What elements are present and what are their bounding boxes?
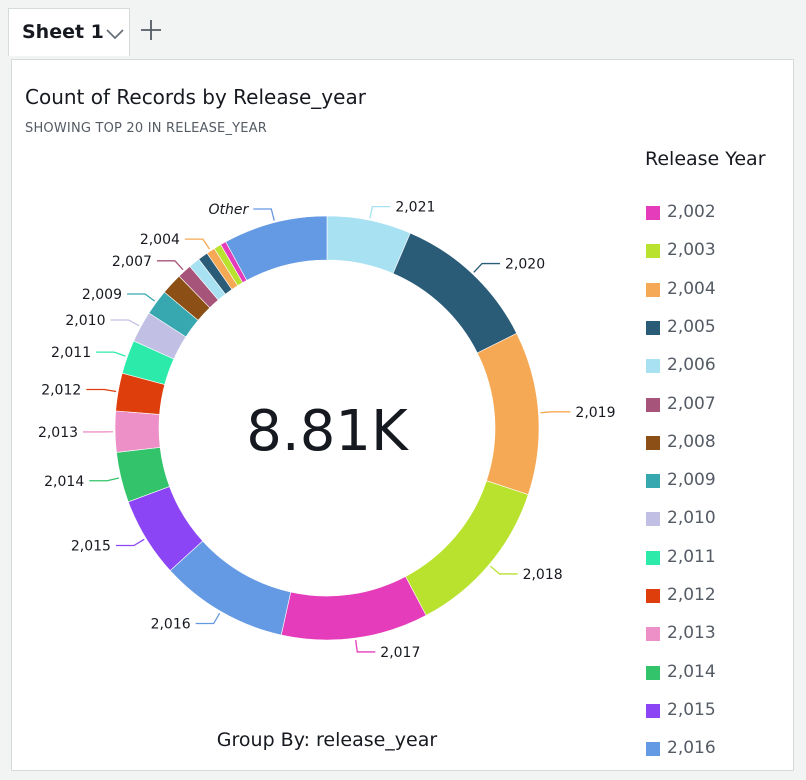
leader-line: [369, 205, 391, 219]
leader-line: [489, 565, 518, 575]
legend-swatch: [646, 206, 660, 220]
legend-item[interactable]: 2,007: [645, 394, 785, 420]
chevron-down-icon[interactable]: [104, 23, 126, 45]
slice-label: 2,012: [41, 382, 81, 398]
donut-slice-2018[interactable]: [405, 480, 529, 616]
leader-line: [89, 477, 120, 482]
legend-label: 2,002: [667, 202, 716, 222]
legend-item[interactable]: 2,012: [645, 585, 785, 611]
legend-item[interactable]: 2,009: [645, 470, 785, 496]
leader-line: [184, 238, 211, 250]
legend-label: 2,004: [667, 278, 716, 299]
donut-slice-2019[interactable]: [476, 332, 540, 495]
legend-item[interactable]: 2,016: [645, 738, 785, 762]
slice-label: 2,020: [505, 257, 545, 273]
slice-label: 2,021: [395, 200, 435, 216]
legend-label: 2,005: [667, 316, 716, 337]
legend-label: 2,009: [667, 470, 716, 491]
legend-swatch: [646, 282, 660, 297]
leader-line: [253, 208, 275, 221]
legend-item[interactable]: 2,002: [645, 202, 785, 228]
legend-swatch: [646, 435, 660, 450]
donut-slice-2013[interactable]: [114, 410, 161, 453]
group-by-label: Group By: release_year: [216, 729, 438, 751]
legend-label: 2,008: [667, 431, 716, 452]
leader-line: [96, 351, 126, 357]
legend-label: 2,010: [667, 508, 716, 529]
donut-slice-other[interactable]: [225, 215, 328, 281]
sheet-tab-bar: Sheet 1: [0, 0, 806, 56]
legend-swatch: [646, 397, 660, 412]
legend-label: 2,011: [667, 546, 716, 567]
legend-item[interactable]: 2,005: [645, 317, 785, 343]
slice-label: 2,010: [65, 313, 105, 329]
leader-line: [86, 388, 117, 393]
legend-label: 2,015: [667, 699, 716, 720]
legend-item[interactable]: 2,004: [645, 279, 785, 305]
leader-line: [115, 538, 145, 547]
sheet-tab[interactable]: Sheet 1: [8, 8, 130, 56]
legend-item[interactable]: 2,008: [645, 432, 785, 458]
slice-label: 2,011: [51, 345, 91, 361]
donut-slice-2017[interactable]: [280, 576, 427, 641]
legend-label: 2,016: [667, 738, 716, 759]
legend-label: 2,012: [667, 585, 716, 605]
legend-item[interactable]: 2,013: [645, 623, 785, 649]
slice-label: 2,018: [523, 567, 563, 583]
legend-label: 2,006: [667, 355, 716, 376]
leader-line: [540, 411, 571, 414]
slice-label: 2,013: [38, 425, 78, 441]
leader-line: [195, 612, 221, 625]
slice-label: 2,019: [575, 405, 615, 421]
slice-label: 2,017: [380, 645, 420, 661]
legend-item[interactable]: 2,011: [645, 547, 785, 573]
legend-label: 2,014: [667, 661, 716, 682]
legend-item[interactable]: 2,010: [645, 508, 785, 534]
legend-swatch: [646, 550, 660, 565]
slice-label: 2,007: [112, 254, 152, 270]
legend-label: 2,007: [667, 393, 716, 414]
slice-label: Other: [209, 202, 250, 218]
add-sheet-icon[interactable]: [139, 18, 163, 42]
legend-title: Release Year: [645, 148, 766, 170]
legend-swatch: [646, 703, 660, 718]
group-by-caption: Group By: release_year: [12, 729, 642, 751]
legend-swatch: [646, 244, 660, 259]
leader-line: [355, 639, 376, 653]
legend-item[interactable]: 2,003: [645, 240, 785, 266]
sheet-tab-label: Sheet 1: [22, 21, 104, 43]
chart-subtitle: SHOWING TOP 20 IN RELEASE_YEAR: [25, 121, 268, 136]
legend-swatch: [646, 359, 660, 374]
slice-label: 2,016: [151, 617, 191, 633]
legend-swatch: [646, 665, 660, 680]
legend-label: 2,003: [667, 240, 716, 261]
legend-swatch: [646, 589, 660, 603]
leader-line: [127, 293, 156, 302]
leader-line: [473, 262, 501, 273]
legend-swatch: [646, 512, 660, 527]
legend-swatch: [646, 320, 660, 335]
legend-item[interactable]: 2,014: [645, 662, 785, 688]
slice-label: 2,015: [71, 539, 111, 555]
leader-line: [156, 260, 184, 271]
legend-swatch: [646, 742, 660, 757]
legend[interactable]: 2,002 2,003 2,004 2,005 2,006 2,007 2,008 2,009…: [645, 192, 785, 762]
legend-swatch: [646, 474, 660, 489]
donut-slice-2020[interactable]: [392, 232, 518, 354]
chart-title: Count of Records by Release_year: [25, 85, 366, 109]
slice-label: 2,014: [44, 474, 84, 490]
legend-label: 2,013: [667, 623, 716, 644]
slice-label: 2,009: [82, 287, 122, 303]
leader-line: [110, 319, 140, 327]
center-total-value: 8.81K: [246, 399, 409, 464]
legend-item[interactable]: 2,015: [645, 700, 785, 726]
legend-item[interactable]: 2,006: [645, 355, 785, 381]
slice-label: 2,004: [140, 232, 180, 248]
legend-swatch: [646, 627, 660, 642]
